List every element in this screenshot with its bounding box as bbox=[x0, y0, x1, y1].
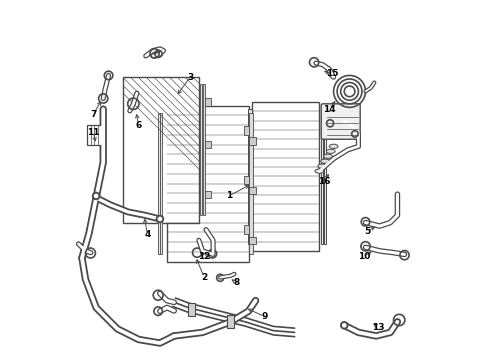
Text: 8: 8 bbox=[233, 278, 239, 287]
Ellipse shape bbox=[323, 154, 332, 158]
Bar bbox=[122, 77, 199, 222]
Text: 16: 16 bbox=[318, 177, 331, 186]
Text: 1: 1 bbox=[226, 192, 232, 201]
Text: 11: 11 bbox=[87, 128, 99, 137]
Bar bbox=[324, 109, 326, 244]
Bar bbox=[245, 225, 248, 234]
Text: 6: 6 bbox=[136, 121, 142, 130]
Circle shape bbox=[342, 323, 346, 328]
Bar bbox=[248, 237, 256, 244]
Ellipse shape bbox=[320, 159, 330, 163]
Ellipse shape bbox=[318, 164, 327, 168]
Bar bbox=[160, 113, 162, 255]
Circle shape bbox=[156, 215, 164, 223]
Text: 3: 3 bbox=[187, 73, 193, 82]
Text: 2: 2 bbox=[201, 273, 207, 282]
Ellipse shape bbox=[329, 144, 338, 148]
FancyBboxPatch shape bbox=[321, 104, 360, 139]
Bar bbox=[205, 99, 211, 105]
Text: 9: 9 bbox=[261, 312, 268, 321]
Bar bbox=[87, 125, 103, 145]
Circle shape bbox=[158, 217, 162, 221]
Text: 7: 7 bbox=[90, 110, 97, 119]
Ellipse shape bbox=[315, 169, 324, 173]
Bar bbox=[245, 176, 248, 184]
Bar bbox=[227, 315, 234, 328]
Text: 5: 5 bbox=[364, 227, 370, 236]
Text: 13: 13 bbox=[372, 323, 384, 332]
Bar bbox=[248, 138, 256, 145]
Ellipse shape bbox=[326, 149, 335, 153]
Bar bbox=[252, 102, 319, 251]
Bar bbox=[205, 191, 211, 198]
Bar bbox=[248, 109, 252, 244]
Bar bbox=[203, 84, 205, 215]
Text: 15: 15 bbox=[325, 69, 338, 78]
Bar bbox=[205, 141, 211, 148]
Circle shape bbox=[340, 321, 348, 329]
Bar bbox=[245, 126, 248, 135]
Bar bbox=[167, 105, 248, 261]
Bar bbox=[321, 109, 323, 244]
Text: 10: 10 bbox=[358, 252, 370, 261]
Circle shape bbox=[92, 192, 100, 200]
Bar bbox=[200, 84, 202, 215]
Bar bbox=[248, 187, 256, 194]
Text: 12: 12 bbox=[198, 252, 211, 261]
Circle shape bbox=[94, 194, 98, 198]
Text: 4: 4 bbox=[145, 230, 151, 239]
Bar bbox=[248, 113, 253, 255]
Bar bbox=[188, 303, 196, 316]
Text: 14: 14 bbox=[323, 105, 336, 114]
Bar bbox=[158, 113, 160, 255]
